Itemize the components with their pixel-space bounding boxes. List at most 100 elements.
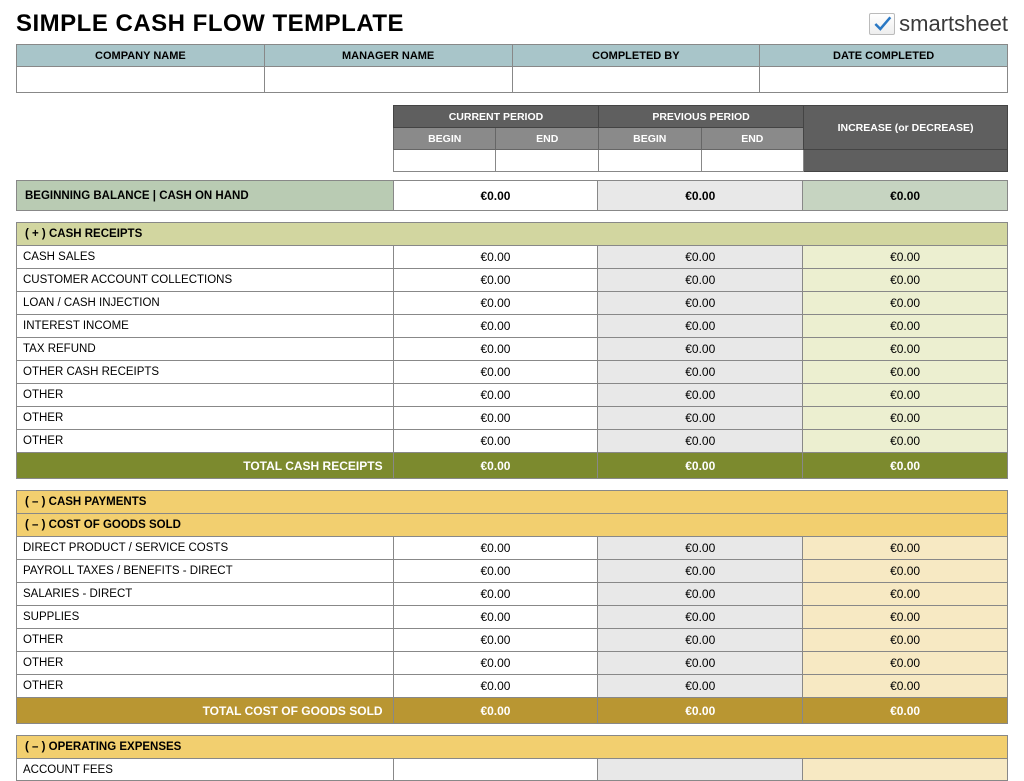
- cell-current[interactable]: €0.00: [393, 583, 598, 606]
- cell-previous[interactable]: €0.00: [598, 606, 803, 629]
- hdr-company: COMPANY NAME: [17, 45, 265, 67]
- cell-previous[interactable]: €0.00: [598, 583, 803, 606]
- input-prev-end[interactable]: [701, 150, 804, 172]
- row-label: PAYROLL TAXES / BENEFITS - DIRECT: [17, 560, 394, 583]
- cell-change: €0.00: [803, 246, 1008, 269]
- total-receipts-v1: €0.00: [393, 453, 598, 479]
- section-cogs: ( – ) COST OF GOODS SOLD: [17, 514, 1008, 537]
- row-label: OTHER CASH RECEIPTS: [17, 361, 394, 384]
- balance-v3: €0.00: [803, 181, 1008, 211]
- hdr-date-completed: DATE COMPLETED: [760, 45, 1008, 67]
- table-row: OTHER€0.00€0.00€0.00: [17, 430, 1008, 453]
- cell-current[interactable]: €0.00: [393, 246, 598, 269]
- cell-change: €0.00: [803, 384, 1008, 407]
- cell-current[interactable]: €0.00: [393, 384, 598, 407]
- brand-text: smartsheet: [899, 11, 1008, 37]
- row-label: OTHER: [17, 430, 394, 453]
- row-label: OTHER: [17, 652, 394, 675]
- cell-current[interactable]: €0.00: [393, 292, 598, 315]
- table-row: OTHER€0.00€0.00€0.00: [17, 384, 1008, 407]
- cell-change: €0.00: [803, 315, 1008, 338]
- cell-current[interactable]: €0.00: [393, 675, 598, 698]
- cell-previous[interactable]: €0.00: [598, 560, 803, 583]
- input-cur-end[interactable]: [496, 150, 599, 172]
- cell-change: €0.00: [803, 583, 1008, 606]
- row-label: SALARIES - DIRECT: [17, 583, 394, 606]
- hdr-current-period: CURRENT PERIOD: [393, 106, 598, 128]
- cell-previous[interactable]: €0.00: [598, 384, 803, 407]
- hdr-inc-dec: INCREASE (or DECREASE): [804, 106, 1008, 150]
- period-table: CURRENT PERIOD PREVIOUS PERIOD INCREASE …: [393, 105, 1008, 172]
- opex-row-label: ACCOUNT FEES: [17, 759, 394, 781]
- balance-label: BEGINNING BALANCE | CASH ON HAND: [17, 181, 394, 211]
- table-row: SALARIES - DIRECT€0.00€0.00€0.00: [17, 583, 1008, 606]
- cell-previous[interactable]: €0.00: [598, 361, 803, 384]
- hdr-completed-by: COMPLETED BY: [512, 45, 760, 67]
- cell-previous[interactable]: €0.00: [598, 430, 803, 453]
- cell-current[interactable]: €0.00: [393, 560, 598, 583]
- cell-previous[interactable]: €0.00: [598, 675, 803, 698]
- cell-previous[interactable]: €0.00: [598, 246, 803, 269]
- section-receipts: ( + ) CASH RECEIPTS: [17, 223, 1008, 246]
- row-label: OTHER: [17, 384, 394, 407]
- cell-current[interactable]: €0.00: [393, 537, 598, 560]
- cell-current[interactable]: €0.00: [393, 606, 598, 629]
- cell-previous[interactable]: €0.00: [598, 338, 803, 361]
- cell-current[interactable]: €0.00: [393, 269, 598, 292]
- input-completed-by[interactable]: [512, 67, 760, 93]
- total-receipts-v3: €0.00: [803, 453, 1008, 479]
- cell-previous[interactable]: €0.00: [598, 269, 803, 292]
- input-company[interactable]: [17, 67, 265, 93]
- cell-previous[interactable]: €0.00: [598, 407, 803, 430]
- row-label: OTHER: [17, 675, 394, 698]
- cell-current[interactable]: €0.00: [393, 361, 598, 384]
- input-cur-begin[interactable]: [393, 150, 496, 172]
- cell-current[interactable]: €0.00: [393, 652, 598, 675]
- balance-v1[interactable]: €0.00: [393, 181, 598, 211]
- cell-change: €0.00: [803, 430, 1008, 453]
- opex-v2[interactable]: [598, 759, 803, 781]
- cell-previous[interactable]: €0.00: [598, 537, 803, 560]
- cell-change: €0.00: [803, 361, 1008, 384]
- section-payments: ( – ) CASH PAYMENTS: [17, 491, 1008, 514]
- cell-change: €0.00: [803, 606, 1008, 629]
- input-date-completed[interactable]: [760, 67, 1008, 93]
- cell-change: €0.00: [803, 675, 1008, 698]
- opex-v1[interactable]: [393, 759, 598, 781]
- table-row: OTHER€0.00€0.00€0.00: [17, 675, 1008, 698]
- hdr-previous-period: PREVIOUS PERIOD: [599, 106, 804, 128]
- table-row: PAYROLL TAXES / BENEFITS - DIRECT€0.00€0…: [17, 560, 1008, 583]
- main-table: BEGINNING BALANCE | CASH ON HAND €0.00 €…: [16, 180, 1008, 781]
- cell-current[interactable]: €0.00: [393, 430, 598, 453]
- row-label: CASH SALES: [17, 246, 394, 269]
- cell-previous[interactable]: €0.00: [598, 629, 803, 652]
- row-label: OTHER: [17, 407, 394, 430]
- cell-current[interactable]: €0.00: [393, 315, 598, 338]
- balance-v2[interactable]: €0.00: [598, 181, 803, 211]
- row-label: DIRECT PRODUCT / SERVICE COSTS: [17, 537, 394, 560]
- row-label: CUSTOMER ACCOUNT COLLECTIONS: [17, 269, 394, 292]
- table-row: OTHER€0.00€0.00€0.00: [17, 407, 1008, 430]
- table-row: CASH SALES€0.00€0.00€0.00: [17, 246, 1008, 269]
- table-row: OTHER€0.00€0.00€0.00: [17, 652, 1008, 675]
- input-manager[interactable]: [264, 67, 512, 93]
- cell-change: €0.00: [803, 560, 1008, 583]
- opex-v3: [803, 759, 1008, 781]
- hdr-prev-begin: BEGIN: [599, 128, 702, 150]
- hdr-manager: MANAGER NAME: [264, 45, 512, 67]
- cell-change: €0.00: [803, 269, 1008, 292]
- row-label: SUPPLIES: [17, 606, 394, 629]
- total-receipts-v2: €0.00: [598, 453, 803, 479]
- input-prev-begin[interactable]: [599, 150, 702, 172]
- cell-current[interactable]: €0.00: [393, 629, 598, 652]
- cell-previous[interactable]: €0.00: [598, 315, 803, 338]
- brand-logo: smartsheet: [869, 11, 1008, 37]
- hdr-cur-end: END: [496, 128, 599, 150]
- cell-current[interactable]: €0.00: [393, 338, 598, 361]
- cell-previous[interactable]: €0.00: [598, 292, 803, 315]
- cell-previous[interactable]: €0.00: [598, 652, 803, 675]
- cell-change: €0.00: [803, 629, 1008, 652]
- table-row: DIRECT PRODUCT / SERVICE COSTS€0.00€0.00…: [17, 537, 1008, 560]
- table-row: TAX REFUND€0.00€0.00€0.00: [17, 338, 1008, 361]
- cell-current[interactable]: €0.00: [393, 407, 598, 430]
